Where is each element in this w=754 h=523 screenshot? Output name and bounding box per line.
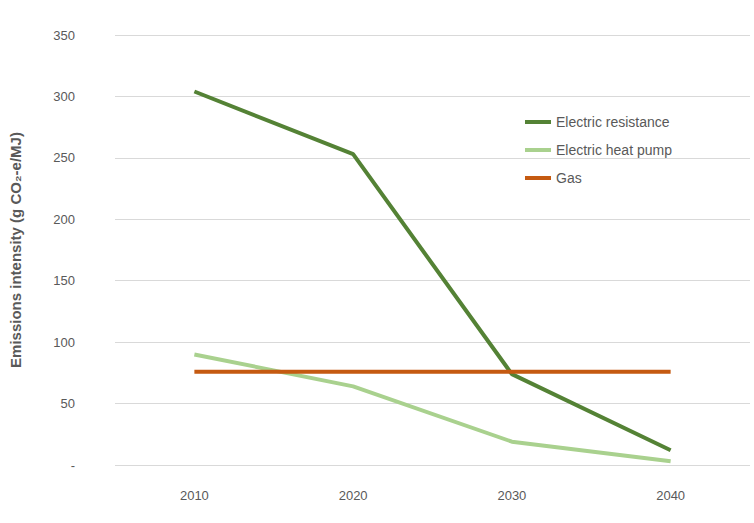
- svg-text:2030: 2030: [497, 488, 526, 503]
- svg-text:300: 300: [53, 89, 75, 104]
- svg-text:2020: 2020: [339, 488, 368, 503]
- svg-text:Gas: Gas: [556, 170, 582, 186]
- svg-text:2010: 2010: [180, 488, 209, 503]
- svg-text:50: 50: [61, 396, 75, 411]
- svg-text:200: 200: [53, 212, 75, 227]
- svg-text:-: -: [71, 458, 75, 473]
- svg-text:250: 250: [53, 150, 75, 165]
- svg-text:150: 150: [53, 273, 75, 288]
- svg-text:Electric heat pump: Electric heat pump: [556, 142, 672, 158]
- svg-text:2040: 2040: [656, 488, 685, 503]
- svg-text:100: 100: [53, 335, 75, 350]
- svg-text:Electric resistance: Electric resistance: [556, 114, 670, 130]
- svg-text:Emissions intensity (g CO₂-e/M: Emissions intensity (g CO₂-e/MJ): [7, 132, 24, 368]
- svg-text:350: 350: [53, 28, 75, 43]
